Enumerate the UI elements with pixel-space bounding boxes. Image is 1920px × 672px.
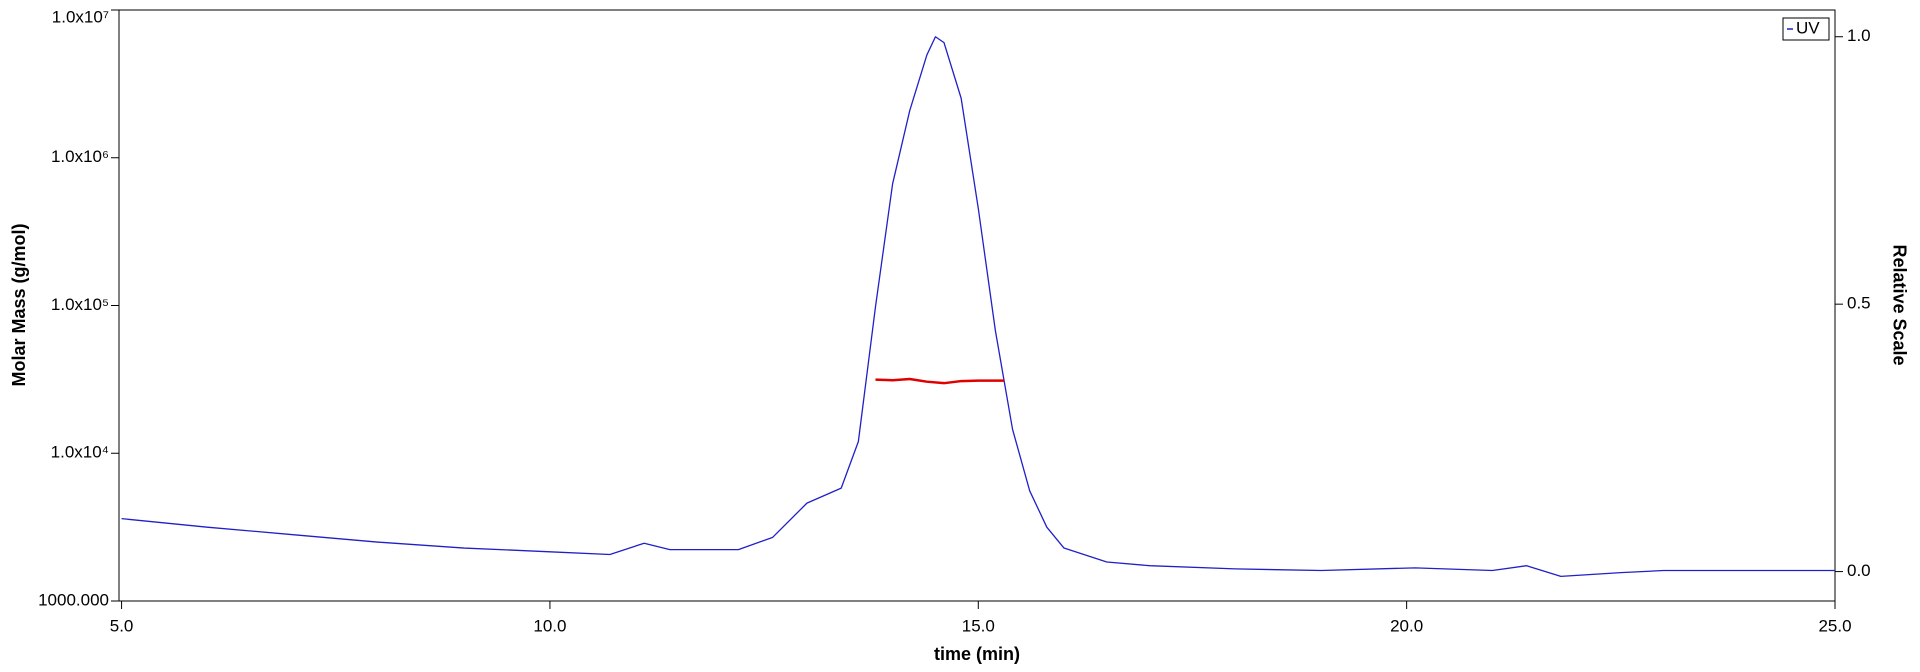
y2-tick-label: 0.5 [1847,294,1871,313]
legend-label: UV [1796,18,1820,37]
y2-tick-label: 0.0 [1847,561,1871,580]
series-line [121,36,1835,578]
y2-tick-label: 1.0 [1847,26,1871,45]
y-tick-label: 1000.000 [38,590,109,609]
x-tick-label: 25.0 [1818,616,1851,635]
y-tick-label: 1.0x10⁴ [51,443,109,462]
series-line [875,377,1004,385]
y-axis-title: Molar Mass (g/mol) [9,223,29,386]
y-tick-label: 1.0x10⁶ [51,147,109,166]
y-tick-label: 1.0x10⁷ [52,7,109,26]
legend-box [1782,17,1830,41]
x-axis-title: time (min) [934,644,1020,664]
x-tick-label: 20.0 [1390,616,1423,635]
y2-axis-title: Relative Scale [1889,244,1909,365]
x-tick-label: 5.0 [110,616,134,635]
x-tick-label: 10.0 [533,616,566,635]
y-tick-label: 1.0x10⁵ [51,295,109,314]
x-tick-label: 15.0 [962,616,995,635]
plot-frame [118,9,1836,602]
